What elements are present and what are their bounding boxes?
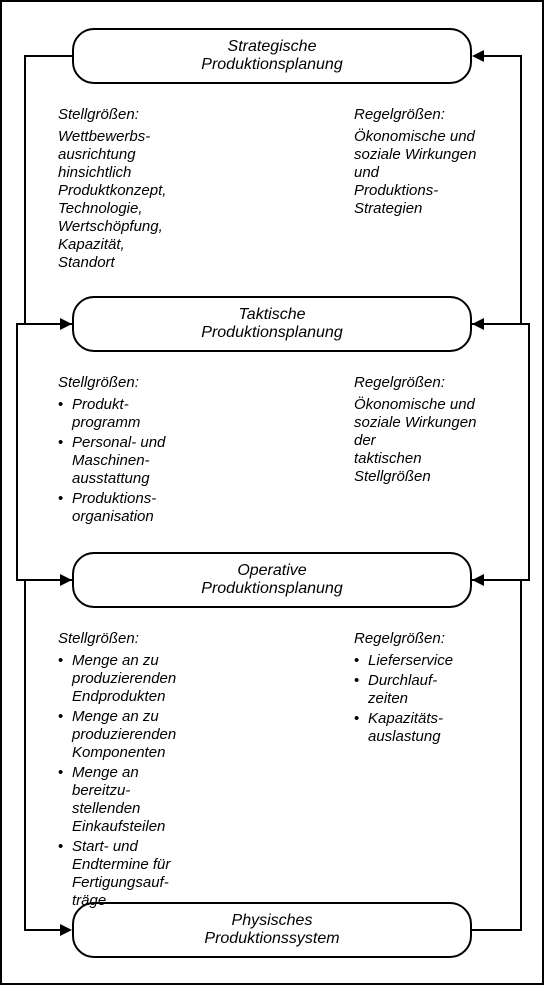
connector [24,55,72,57]
bullet-item: Menge an zuproduzierendenEndprodukten [58,652,248,706]
arrowhead-icon [60,574,72,586]
section-heading: Regelgrößen: [354,374,534,392]
section-heading: Stellgrößen: [58,374,238,392]
diagram-frame: StrategischeProduktionsplanung TaktischeP… [0,0,544,985]
section-heading: Stellgrößen: [58,630,248,648]
section: Stellgrößen: Produkt-programmPersonal- un… [58,374,238,528]
bullet-item: Start- undEndtermine fürFertigungsauf-tr… [58,838,248,910]
section: Regelgrößen: Lieferservice Durchlauf-zeite… [354,630,534,748]
bullet-item: Menge an zuproduzierendenKomponenten [58,708,248,762]
section: Stellgrößen: Menge an zuproduzierendenEnd… [58,630,248,912]
connector [472,929,522,931]
bullet-item: Menge anbereitzu-stellendenEinkaufsteile… [58,764,248,836]
connector [24,929,62,931]
node: StrategischeProduktionsplanung [72,28,472,84]
node: TaktischeProduktionsplanung [72,296,472,352]
arrowhead-icon [60,318,72,330]
arrowhead-icon [472,574,484,586]
bullet-list: Produkt-programmPersonal- undMaschinen-a… [58,396,238,526]
section-text: Wettbewerbs-ausrichtunghinsichtlichProdu… [58,128,238,272]
section-heading: Regelgrößen: [354,106,534,124]
section-text: Ökonomische undsoziale WirkungenundProdu… [354,128,534,218]
bullet-item: Produkt-programm [58,396,238,432]
arrowhead-icon [472,50,484,62]
connector [24,579,26,931]
node: OperativeProduktionsplanung [72,552,472,608]
section: Stellgrößen: Wettbewerbs-ausrichtunghinsi… [58,106,238,272]
bullet-list: Lieferservice Durchlauf-zeitenKapazitäts-… [354,652,534,746]
arrowhead-icon [472,318,484,330]
connector [482,55,522,57]
bullet-item: Produktions-organisation [58,490,238,526]
section-text: Ökonomische undsoziale Wirkungendertakti… [354,396,534,486]
connector [16,323,18,581]
connector [482,579,522,581]
connector [482,323,530,325]
bullet-list: Menge an zuproduzierendenEndproduktenMen… [58,652,248,910]
bullet-item: Lieferservice [354,652,534,670]
connector [24,55,26,325]
bullet-item: Kapazitäts-auslastung [354,710,534,746]
section: Regelgrößen: Ökonomische undsoziale Wirku… [354,374,534,486]
section-heading: Stellgrößen: [58,106,238,124]
arrowhead-icon [60,924,72,936]
bullet-item: Personal- undMaschinen-ausstattung [58,434,238,488]
section-heading: Regelgrößen: [354,630,534,648]
bullet-item: Durchlauf-zeiten [354,672,534,708]
section: Regelgrößen: Ökonomische undsoziale Wirku… [354,106,534,218]
